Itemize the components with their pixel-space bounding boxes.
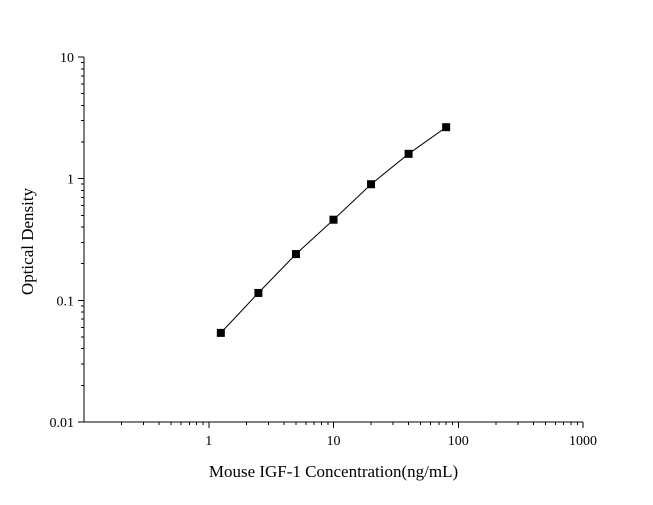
- data-point: [404, 149, 413, 158]
- data-point: [216, 328, 225, 337]
- x-axis-title: Mouse IGF-1 Concentration(ng/mL): [209, 462, 458, 481]
- x-ticks: 1 10 100 1000: [121, 422, 597, 449]
- x-tick-label: 10: [327, 434, 341, 449]
- y-axis-title: Optical Density: [18, 187, 37, 295]
- axes: [83, 57, 583, 423]
- data-point: [254, 288, 263, 297]
- y-tick-label: 0.01: [50, 416, 75, 431]
- data-point: [329, 215, 338, 224]
- y-tick-label: 10: [60, 51, 74, 66]
- series-line: [220, 126, 447, 334]
- y-tick-label: 0.1: [57, 294, 75, 309]
- x-tick-label: 100: [448, 434, 469, 449]
- data-point: [442, 123, 451, 132]
- data-point: [291, 250, 300, 259]
- x-tick-label: 1000: [569, 434, 597, 449]
- series: [216, 123, 451, 337]
- x-tick-label: 1: [205, 434, 212, 449]
- data-point: [367, 180, 376, 189]
- y-ticks: 0.01 0.1 1 10: [50, 51, 84, 431]
- y-tick-label: 1: [67, 173, 74, 188]
